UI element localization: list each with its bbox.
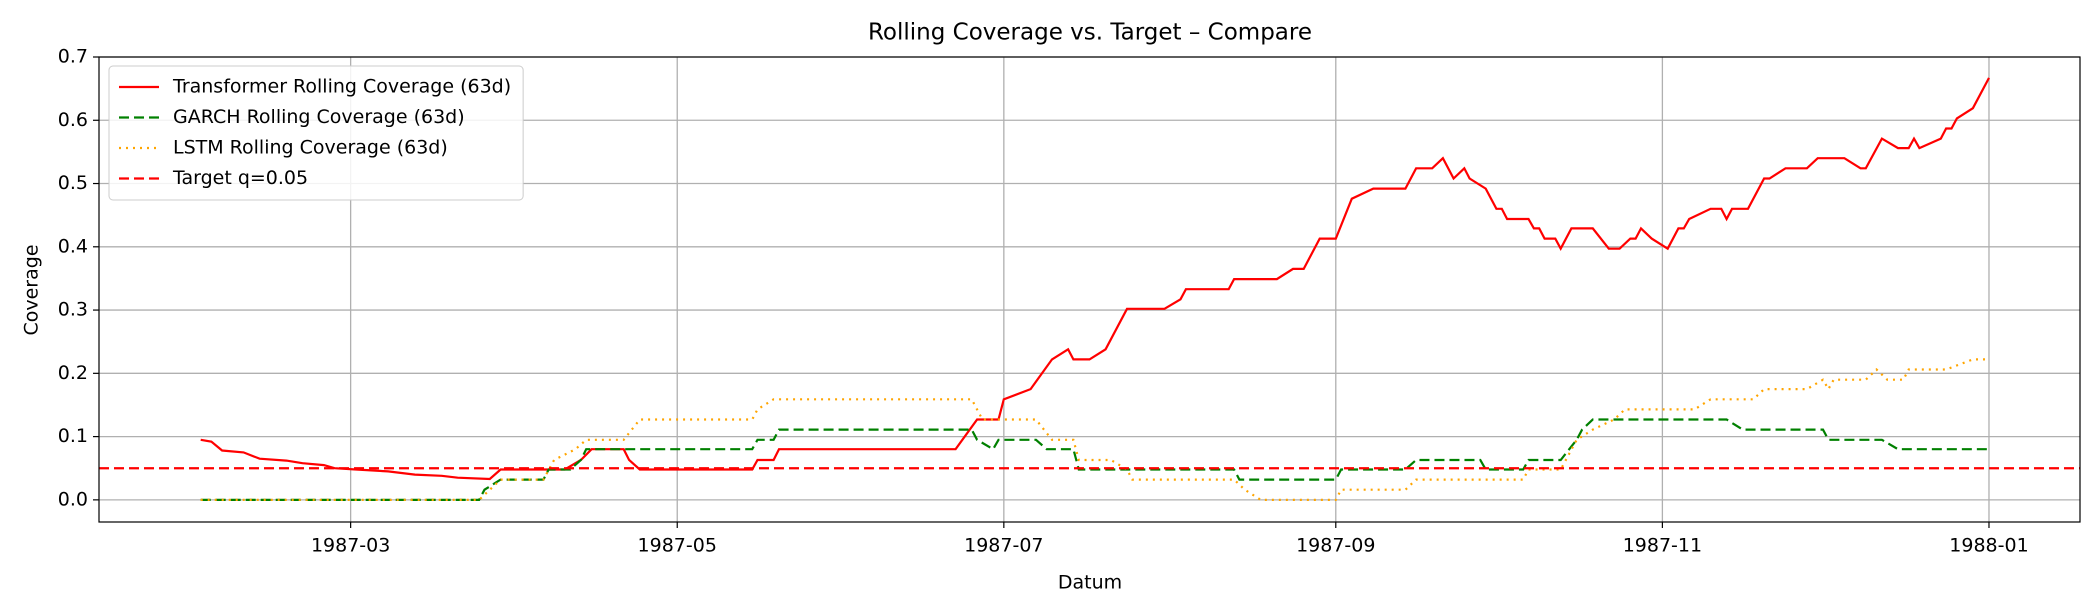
x-tick-label: 1987-09 <box>1296 535 1375 557</box>
x-tick-label: 1987-05 <box>638 535 717 557</box>
legend-label: Transformer Rolling Coverage (63d) <box>172 76 511 98</box>
y-tick-label: 0.0 <box>58 488 88 510</box>
legend: Transformer Rolling Coverage (63d) GARCH … <box>108 65 524 201</box>
y-axis-label: Coverage <box>21 244 43 335</box>
legend-label: Target q=0.05 <box>172 167 308 189</box>
x-tick-label: 1988-01 <box>1949 535 2028 557</box>
plot-frame <box>98 56 2081 523</box>
y-tick-label: 0.4 <box>58 235 88 257</box>
chart-title: Rolling Coverage vs. Target – Compare <box>868 20 1312 46</box>
y-tick-label: 0.1 <box>58 425 88 447</box>
x-axis-label: Datum <box>1058 572 1122 594</box>
y-tick-label: 0.5 <box>58 172 88 194</box>
x-tick-label: 1987-07 <box>964 535 1043 557</box>
legend-label: GARCH Rolling Coverage (63d) <box>173 106 465 128</box>
x-tick-label: 1987-11 <box>1623 535 1702 557</box>
x-tick-label: 1987-03 <box>311 535 390 557</box>
y-tick-label: 0.6 <box>58 109 88 131</box>
series-line <box>200 418 1989 501</box>
y-tick-label: 0.2 <box>58 362 88 384</box>
y-tick-label: 0.7 <box>58 46 88 68</box>
legend-box <box>108 65 524 201</box>
legend-label: LSTM Rolling Coverage (63d) <box>173 137 448 159</box>
y-tick-label: 0.3 <box>58 299 88 321</box>
